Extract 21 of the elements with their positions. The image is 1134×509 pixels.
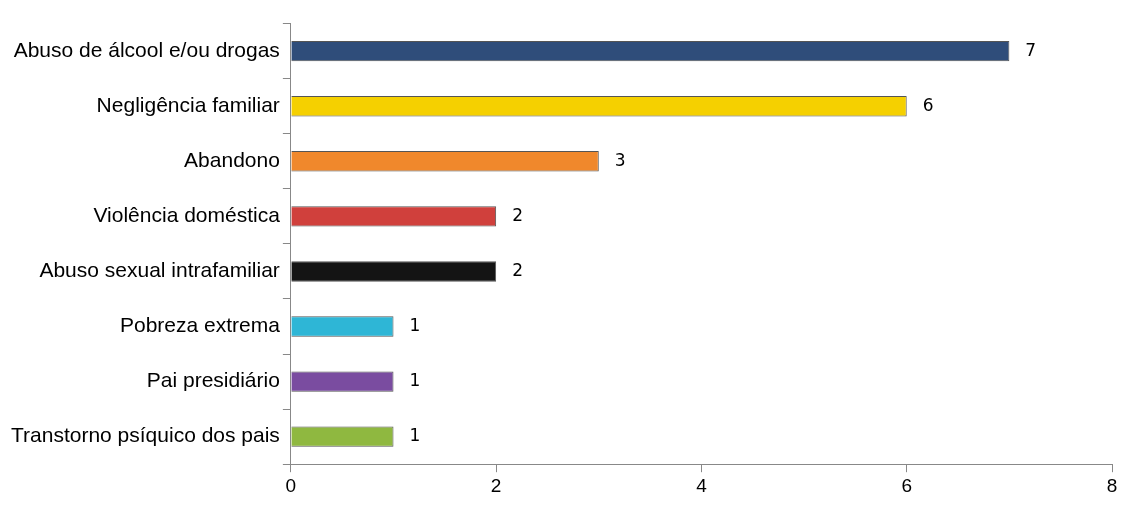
- data-label: 2: [512, 204, 523, 225]
- x-tick-label: 6: [901, 474, 913, 496]
- data-label: 1: [409, 425, 421, 446]
- data-label: 2: [512, 259, 523, 280]
- y-tick-label: Pai presidiário: [146, 368, 280, 392]
- x-tick-label: 0: [285, 474, 297, 496]
- data-label: 1: [409, 314, 421, 335]
- x-tick-label: 4: [696, 474, 708, 496]
- data-label: 3: [614, 149, 626, 170]
- y-tick-label: Abuso de álcool e/ou drogas: [13, 37, 280, 61]
- y-tick-label: Transtorno psíquico dos pais: [10, 423, 280, 447]
- y-tick-label: Negligência familiar: [96, 93, 280, 117]
- data-label: 6: [922, 94, 934, 115]
- data-label: 7: [1025, 39, 1037, 60]
- y-tick-label: Abandono: [184, 148, 280, 172]
- y-tick-label: Pobreza extrema: [119, 313, 281, 337]
- y-tick-label: Violência doméstica: [93, 203, 281, 227]
- data-label: 1: [409, 370, 421, 391]
- y-tick-label: Abuso sexual intrafamiliar: [39, 258, 280, 282]
- x-tick-label: 8: [1106, 474, 1118, 496]
- x-tick-label: 2: [490, 474, 502, 496]
